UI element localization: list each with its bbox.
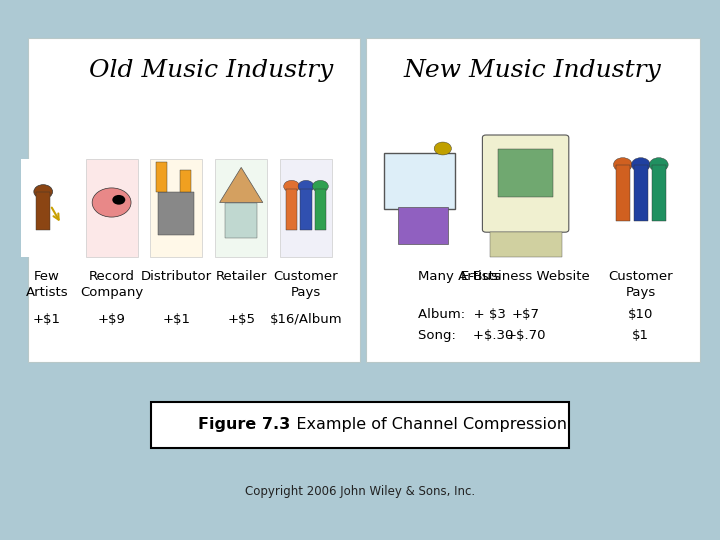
FancyBboxPatch shape [28,38,360,362]
Text: Customer
Pays: Customer Pays [608,270,673,299]
FancyBboxPatch shape [280,159,332,256]
FancyBboxPatch shape [215,159,267,256]
Bar [286,189,297,230]
Text: Copyright 2006 John Wiley & Sons, Inc.: Copyright 2006 John Wiley & Sons, Inc. [245,485,475,498]
FancyBboxPatch shape [482,135,569,232]
Bar [634,165,648,221]
Text: Retailer: Retailer [215,270,267,283]
FancyBboxPatch shape [150,159,202,256]
Text: Album:  + $3: Album: + $3 [418,308,505,321]
Text: Example of Channel Compression: Example of Channel Compression [281,417,567,433]
Bar [315,189,326,230]
Circle shape [312,180,328,192]
Circle shape [92,188,131,217]
Text: $10: $10 [628,308,654,321]
Bar [300,189,312,230]
Text: Distributor: Distributor [141,270,212,283]
Bar [498,148,553,197]
Text: New Music Industry: New Music Industry [404,59,662,83]
Bar [490,232,562,256]
Circle shape [631,158,650,172]
FancyBboxPatch shape [151,402,569,448]
Bar [158,192,194,235]
Text: +$.70: +$.70 [505,329,546,342]
Text: +$7: +$7 [512,308,539,321]
Text: Many Artists: Many Artists [418,270,500,283]
Text: Customer
Pays: Customer Pays [274,270,338,299]
Text: Record
Company: Record Company [80,270,143,299]
FancyBboxPatch shape [86,159,138,256]
FancyBboxPatch shape [384,153,455,209]
Circle shape [649,158,668,172]
FancyBboxPatch shape [366,38,700,362]
Bar [225,202,257,238]
Text: Old Music Industry: Old Music Industry [89,59,333,83]
Text: +$1: +$1 [163,313,190,326]
Text: +$5: +$5 [228,313,255,326]
Text: +$1: +$1 [33,313,60,326]
FancyBboxPatch shape [398,207,448,244]
Text: $1: $1 [632,329,649,342]
Text: Few
Artists: Few Artists [25,270,68,299]
Circle shape [613,158,632,172]
Text: Figure 7.3: Figure 7.3 [198,417,290,433]
Text: Song:    +$.30: Song: +$.30 [418,329,513,342]
Circle shape [298,180,314,192]
Bar [156,162,167,192]
Circle shape [112,195,125,205]
Bar [616,165,630,221]
Bar [180,170,191,192]
Text: E-Business Website: E-Business Website [462,270,590,283]
Bar [652,165,666,221]
Circle shape [434,142,451,155]
Polygon shape [220,167,263,202]
Text: $16/Album: $16/Album [270,313,342,326]
Circle shape [34,185,53,199]
Circle shape [284,180,300,192]
Bar [36,192,50,230]
FancyBboxPatch shape [21,159,73,256]
Text: +$9: +$9 [98,313,125,326]
